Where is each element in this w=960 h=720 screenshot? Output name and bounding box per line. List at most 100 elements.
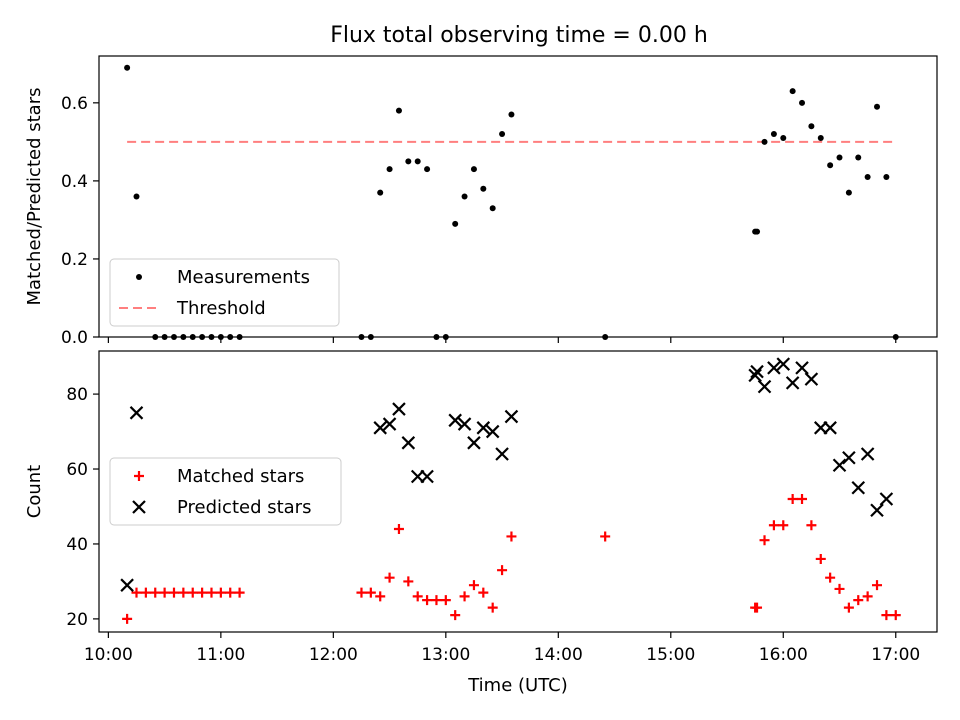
- legend-label: Predicted stars: [177, 497, 311, 518]
- x-tick-label: 12:00: [309, 645, 358, 665]
- data-point: [757, 379, 772, 394]
- data-point: [799, 99, 806, 106]
- data-point: [864, 173, 871, 180]
- data-point: [199, 334, 206, 340]
- data-point: [131, 587, 142, 598]
- legend-label: Matched stars: [177, 466, 304, 487]
- data-point: [480, 185, 487, 192]
- data-point: [750, 364, 764, 379]
- data-point: [874, 103, 881, 110]
- data-point: [883, 173, 890, 180]
- data-point: [180, 334, 187, 340]
- data-point: [377, 189, 384, 196]
- plot-frame: [98, 55, 938, 338]
- data-point: [789, 88, 796, 95]
- data-point: [395, 107, 402, 114]
- data-point: [120, 578, 134, 592]
- data-point: [187, 587, 198, 598]
- data-point: [855, 154, 862, 161]
- count-panel: 20 40 60 80 Count 10:00 11:00 12:00 13:00 14:00 15…: [24, 350, 938, 696]
- data-point: [170, 334, 177, 340]
- data-point: [197, 587, 208, 598]
- data-point: [178, 587, 189, 598]
- data-point: [412, 591, 423, 602]
- data-point: [845, 189, 852, 196]
- data-point: [150, 587, 161, 598]
- x-tick-label: 16:00: [759, 645, 808, 665]
- data-point: [890, 610, 901, 621]
- chart-title: Flux total observing time = 0.00 h: [330, 23, 708, 48]
- data-point: [470, 166, 477, 173]
- y-tick-label: 60: [66, 460, 88, 480]
- data-point: [795, 361, 809, 375]
- data-point: [448, 413, 462, 428]
- data-point: [373, 421, 387, 435]
- data-point: [152, 334, 159, 340]
- data-point: [759, 535, 770, 546]
- data-point: [853, 595, 864, 606]
- data-point: [159, 587, 170, 598]
- data-point: [485, 424, 500, 439]
- plot-frame: [98, 350, 938, 633]
- data-point: [778, 520, 789, 531]
- data-point: [375, 591, 386, 602]
- x-tick-label: 11:00: [196, 645, 245, 665]
- data-point: [140, 587, 151, 598]
- data-point: [424, 166, 431, 173]
- data-point: [414, 158, 421, 165]
- legend-box: [109, 258, 340, 327]
- data-point: [401, 436, 416, 450]
- data-point: [452, 220, 459, 227]
- y-tick-label: 20: [66, 610, 88, 630]
- data-point: [843, 602, 854, 613]
- data-point: [403, 576, 414, 587]
- data-point: [124, 64, 131, 71]
- data-point: [892, 334, 899, 340]
- data-point: [365, 587, 376, 598]
- data-point: [508, 111, 515, 118]
- data-point: [440, 595, 451, 606]
- data-point: [161, 334, 168, 340]
- data-point: [804, 372, 819, 386]
- data-point: [189, 334, 196, 340]
- legend-label: Threshold: [176, 298, 266, 319]
- data-point: [489, 205, 496, 212]
- data-point: [600, 531, 611, 542]
- data-point: [817, 134, 824, 141]
- data-point: [499, 131, 506, 138]
- x-tick-label: 13:00: [421, 645, 470, 665]
- data-point: [836, 154, 843, 161]
- legend-box: [109, 457, 342, 526]
- y-tick-label: 0.6: [61, 94, 88, 114]
- y-tick-label: 0.4: [61, 172, 88, 192]
- data-point: [752, 602, 763, 613]
- data-point: [442, 334, 449, 340]
- data-point: [122, 613, 133, 624]
- data-point: [834, 583, 845, 594]
- data-point: [879, 492, 894, 506]
- data-point: [234, 587, 245, 598]
- data-point: [392, 402, 406, 416]
- data-point: [851, 480, 866, 495]
- x-tick-label: 10:00: [84, 645, 133, 665]
- data-point: [770, 131, 777, 138]
- data-point: [827, 162, 834, 169]
- data-point: [785, 376, 800, 390]
- data-point: [476, 421, 491, 435]
- data-point: [842, 451, 856, 465]
- data-point: [862, 591, 873, 602]
- data-point: [384, 572, 395, 583]
- data-point: [495, 447, 509, 461]
- x-tick-label: 17:00: [871, 645, 920, 665]
- data-point: [487, 602, 498, 613]
- data-point: [206, 587, 217, 598]
- data-point: [217, 334, 224, 340]
- data-point: [457, 417, 472, 431]
- data-point: [776, 357, 791, 371]
- legend-marker: [136, 274, 142, 280]
- data-point: [134, 471, 144, 481]
- y-axis-label: Count: [24, 465, 45, 518]
- data-point: [504, 409, 519, 424]
- data-point: [881, 610, 892, 621]
- data-point: [787, 493, 798, 504]
